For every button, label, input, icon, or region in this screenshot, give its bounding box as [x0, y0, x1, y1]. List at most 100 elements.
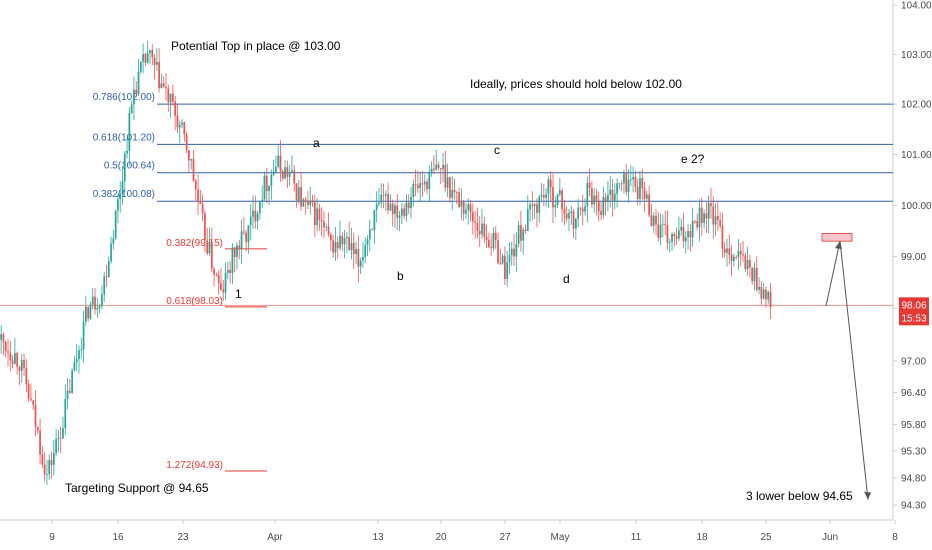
candle-body	[332, 240, 335, 253]
candle-body	[687, 231, 689, 238]
y-tick-label: 96.40	[901, 388, 926, 399]
candle-body	[64, 399, 67, 429]
candle-body	[412, 183, 415, 197]
candle-body	[249, 216, 252, 225]
candle-body	[224, 272, 227, 293]
candle-body	[199, 200, 202, 205]
horizontal-levels: 0.786(102.00) 0.618(101.20) 0.5(100.64) 0.3…	[93, 92, 893, 202]
candle-body	[295, 183, 298, 201]
candle-body	[169, 93, 172, 103]
candle-body	[407, 202, 410, 209]
candle-body	[48, 460, 51, 475]
candle-body	[297, 187, 300, 201]
candle-body	[620, 183, 623, 185]
candle-body	[428, 171, 431, 190]
candle-body	[474, 221, 476, 223]
candle-body	[632, 176, 634, 180]
candle-body	[451, 189, 454, 198]
candle-body	[165, 86, 167, 89]
candle-body	[149, 50, 151, 54]
candle-body	[485, 236, 488, 240]
x-axis-ticks: 9 16 23 Apr 13 20 27 May 11 18 25 Jun 8	[49, 520, 898, 543]
candle-body	[20, 360, 23, 371]
candle-body	[684, 237, 687, 242]
candle-body	[320, 220, 323, 222]
candle-body	[613, 193, 616, 201]
candle-body	[206, 240, 209, 254]
fib-ext-label: 0.618(98.03)	[166, 296, 223, 307]
candle-body	[229, 269, 231, 274]
candle-body	[121, 181, 124, 195]
candle-body	[348, 236, 351, 251]
candle-body	[442, 165, 444, 170]
candle-body	[600, 211, 602, 215]
candle-body	[215, 274, 218, 276]
candle-body	[769, 291, 772, 308]
candle-body	[744, 255, 747, 269]
candle-body	[46, 474, 48, 475]
candle-body	[0, 334, 3, 340]
candle-body	[357, 249, 360, 267]
candle-body	[437, 164, 440, 168]
candle-body	[350, 242, 353, 251]
candle-body	[430, 168, 433, 172]
candle-body	[210, 241, 213, 269]
candle-body	[336, 242, 339, 249]
y-tick-label: 101.00	[901, 150, 932, 161]
candle-body	[467, 204, 470, 210]
candle-body	[568, 212, 570, 219]
candle-body	[366, 239, 369, 245]
candle-body	[721, 225, 724, 249]
candle-body	[389, 203, 392, 211]
candle-body	[167, 88, 170, 103]
candle-body	[2, 334, 5, 342]
candle-body	[577, 207, 580, 220]
candle-body	[668, 242, 671, 243]
candle-body	[586, 182, 589, 207]
current-price-badge-bg	[899, 297, 929, 326]
candle-body	[7, 351, 9, 353]
candle-body	[359, 260, 362, 267]
candle-body	[728, 248, 731, 255]
candle-body	[765, 289, 767, 300]
candle-body	[50, 460, 53, 465]
candle-body	[194, 180, 197, 190]
candle-body	[73, 362, 76, 371]
candle-body	[716, 215, 719, 220]
x-tick-label: 20	[435, 532, 447, 543]
candle-body	[501, 255, 504, 264]
candle-body	[318, 208, 321, 221]
candle-body	[678, 230, 680, 239]
candle-body	[155, 61, 158, 65]
y-tick-label: 94.80	[901, 473, 926, 484]
level-label: 0.382(100.08)	[93, 189, 155, 200]
candle-body	[513, 248, 515, 257]
level-label: 0.618(101.20)	[93, 132, 155, 143]
candle-body	[158, 61, 161, 89]
candle-body	[396, 205, 399, 218]
candle-body	[659, 224, 662, 238]
candle-body	[554, 205, 557, 208]
y-tick-label: 100.00	[901, 201, 932, 212]
candle-body	[192, 159, 195, 181]
candle-body	[575, 219, 577, 229]
candle-body	[103, 276, 106, 295]
candle-body	[531, 204, 534, 207]
x-tick-label: 25	[760, 532, 772, 543]
candle-body	[433, 168, 435, 170]
candle-body	[144, 54, 147, 63]
y-tick-label: 97.00	[901, 356, 926, 367]
candle-body	[57, 437, 60, 440]
candle-body	[639, 178, 641, 199]
candle-body	[254, 210, 257, 222]
candle-body	[284, 167, 286, 179]
y-tick-label: 95.80	[901, 420, 926, 431]
wave-label-d: d	[563, 272, 570, 286]
candle-body	[105, 276, 108, 278]
candle-body	[689, 231, 692, 238]
candle-body	[316, 208, 318, 226]
candle-body	[394, 205, 396, 214]
candlesticks	[0, 41, 772, 486]
candle-body	[742, 254, 744, 256]
x-tick-label: Jun	[822, 532, 838, 543]
